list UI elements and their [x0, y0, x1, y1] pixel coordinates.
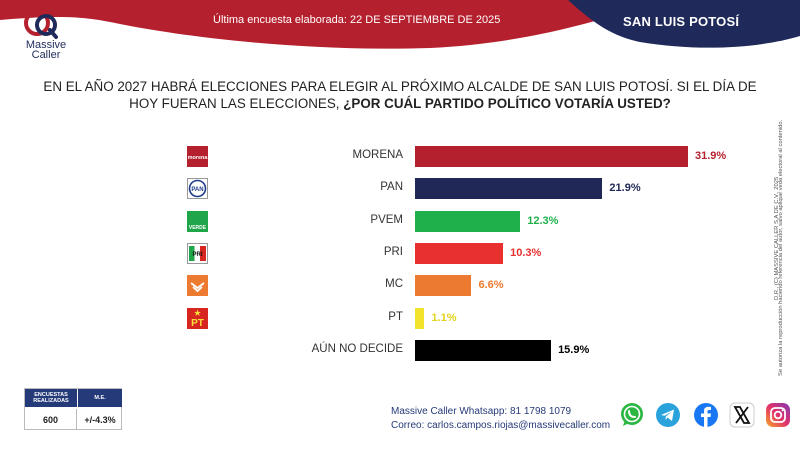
bar-pvem: [415, 210, 521, 232]
whatsapp-icon[interactable]: [619, 402, 645, 428]
contact-info: Massive Caller Whatsapp: 81 1798 1079 Co…: [391, 405, 610, 433]
bar-morena: [415, 146, 688, 167]
pt-logo-icon: PT: [187, 307, 208, 329]
value-label-aun-no-decide: 15.9%: [558, 343, 590, 356]
whatsapp-contact: Massive Caller Whatsapp: 81 1798 1079: [391, 405, 610, 419]
category-label-aun-no-decide: AÚN NO DECIDE: [311, 342, 403, 355]
whatsapp-label: Massive Caller Whatsapp:: [391, 406, 508, 417]
survey-date: Última encuesta elaborada: 22 DE SEPTIEM…: [213, 14, 501, 26]
survey-question: EN EL AÑO 2027 HABRÁ ELECCIONES PARA ELE…: [30, 78, 770, 112]
stats-value-me: +/-4.3%: [84, 414, 116, 425]
morena-logo-text: morena: [188, 155, 208, 161]
value-label-mc: 6.6%: [478, 279, 504, 292]
massive-caller-logo: [22, 8, 82, 68]
question-line2: HOY FUERAN LAS ELECCIONES, ¿POR CUÁL PAR…: [30, 95, 770, 112]
bar-pri: [415, 242, 504, 264]
question-line1: EN EL AÑO 2027 HABRÁ ELECCIONES PARA ELE…: [43, 79, 757, 94]
brand-line1: Massive: [25, 39, 67, 51]
category-label-pri: PRI: [383, 245, 403, 258]
category-label-pt: PT: [388, 310, 403, 323]
question-line2-bold: ¿POR CUÁL PARTIDO POLÍTICO VOTARÍA USTED…: [343, 96, 671, 111]
value-label-morena: 31.9%: [695, 150, 727, 162]
value-label-pri: 10.3%: [510, 246, 542, 259]
bar-mc: [415, 275, 472, 297]
category-label-pvem: PVEM: [370, 213, 403, 226]
question-line2-plain: HOY FUERAN LAS ELECCIONES,: [129, 96, 344, 111]
email-contact: Correo: carlos.campos.riojas@massivecall…: [391, 419, 610, 433]
bar-pt: [415, 307, 425, 329]
telegram-icon[interactable]: [655, 402, 681, 428]
stats-value-surveys: 600: [25, 409, 77, 430]
region-title: SAN LUIS POTOSÍ: [623, 14, 740, 29]
survey-stats-table: ENCUESTAS REALIZADAS M.E. 600 +/-4.3%: [24, 388, 122, 430]
brand-line2: Caller: [31, 49, 61, 61]
bar-pan: [415, 178, 603, 200]
header-banner: [0, 0, 800, 49]
category-label-mc: MC: [385, 278, 403, 291]
brand-name: Massive Caller: [14, 39, 78, 61]
pvem-logo-text: VERDE: [189, 225, 207, 231]
pri-logo-text: PRI: [192, 252, 202, 258]
pvem-logo-icon: VERDE: [187, 210, 208, 232]
morena-logo-icon: morena: [187, 146, 208, 167]
x-icon[interactable]: [729, 402, 755, 428]
stats-header-surveys: ENCUESTAS REALIZADAS: [25, 389, 77, 407]
bar-aun-no-decide: [415, 339, 552, 361]
email-label: Correo:: [391, 420, 425, 431]
value-label-pvem: 12.3%: [527, 214, 559, 227]
category-label-pan: PAN: [380, 181, 403, 194]
mc-logo-icon: [187, 275, 208, 297]
facebook-icon[interactable]: [693, 402, 719, 428]
value-label-pan: 21.9%: [609, 182, 641, 195]
email-address[interactable]: carlos.campos.riojas@massivecaller.com: [427, 420, 611, 431]
stats-header-me: M.E.: [78, 389, 122, 407]
pan-logo-icon: PAN: [187, 178, 208, 200]
category-label-morena: MORENA: [352, 149, 403, 161]
value-label-pt: 1.1%: [431, 311, 457, 324]
whatsapp-number[interactable]: 81 1798 1079: [509, 406, 572, 417]
pt-logo-text: PT: [191, 318, 204, 329]
pan-logo-text: PAN: [191, 187, 203, 193]
pri-logo-icon: PRI: [187, 242, 208, 264]
instagram-icon[interactable]: [765, 402, 791, 428]
